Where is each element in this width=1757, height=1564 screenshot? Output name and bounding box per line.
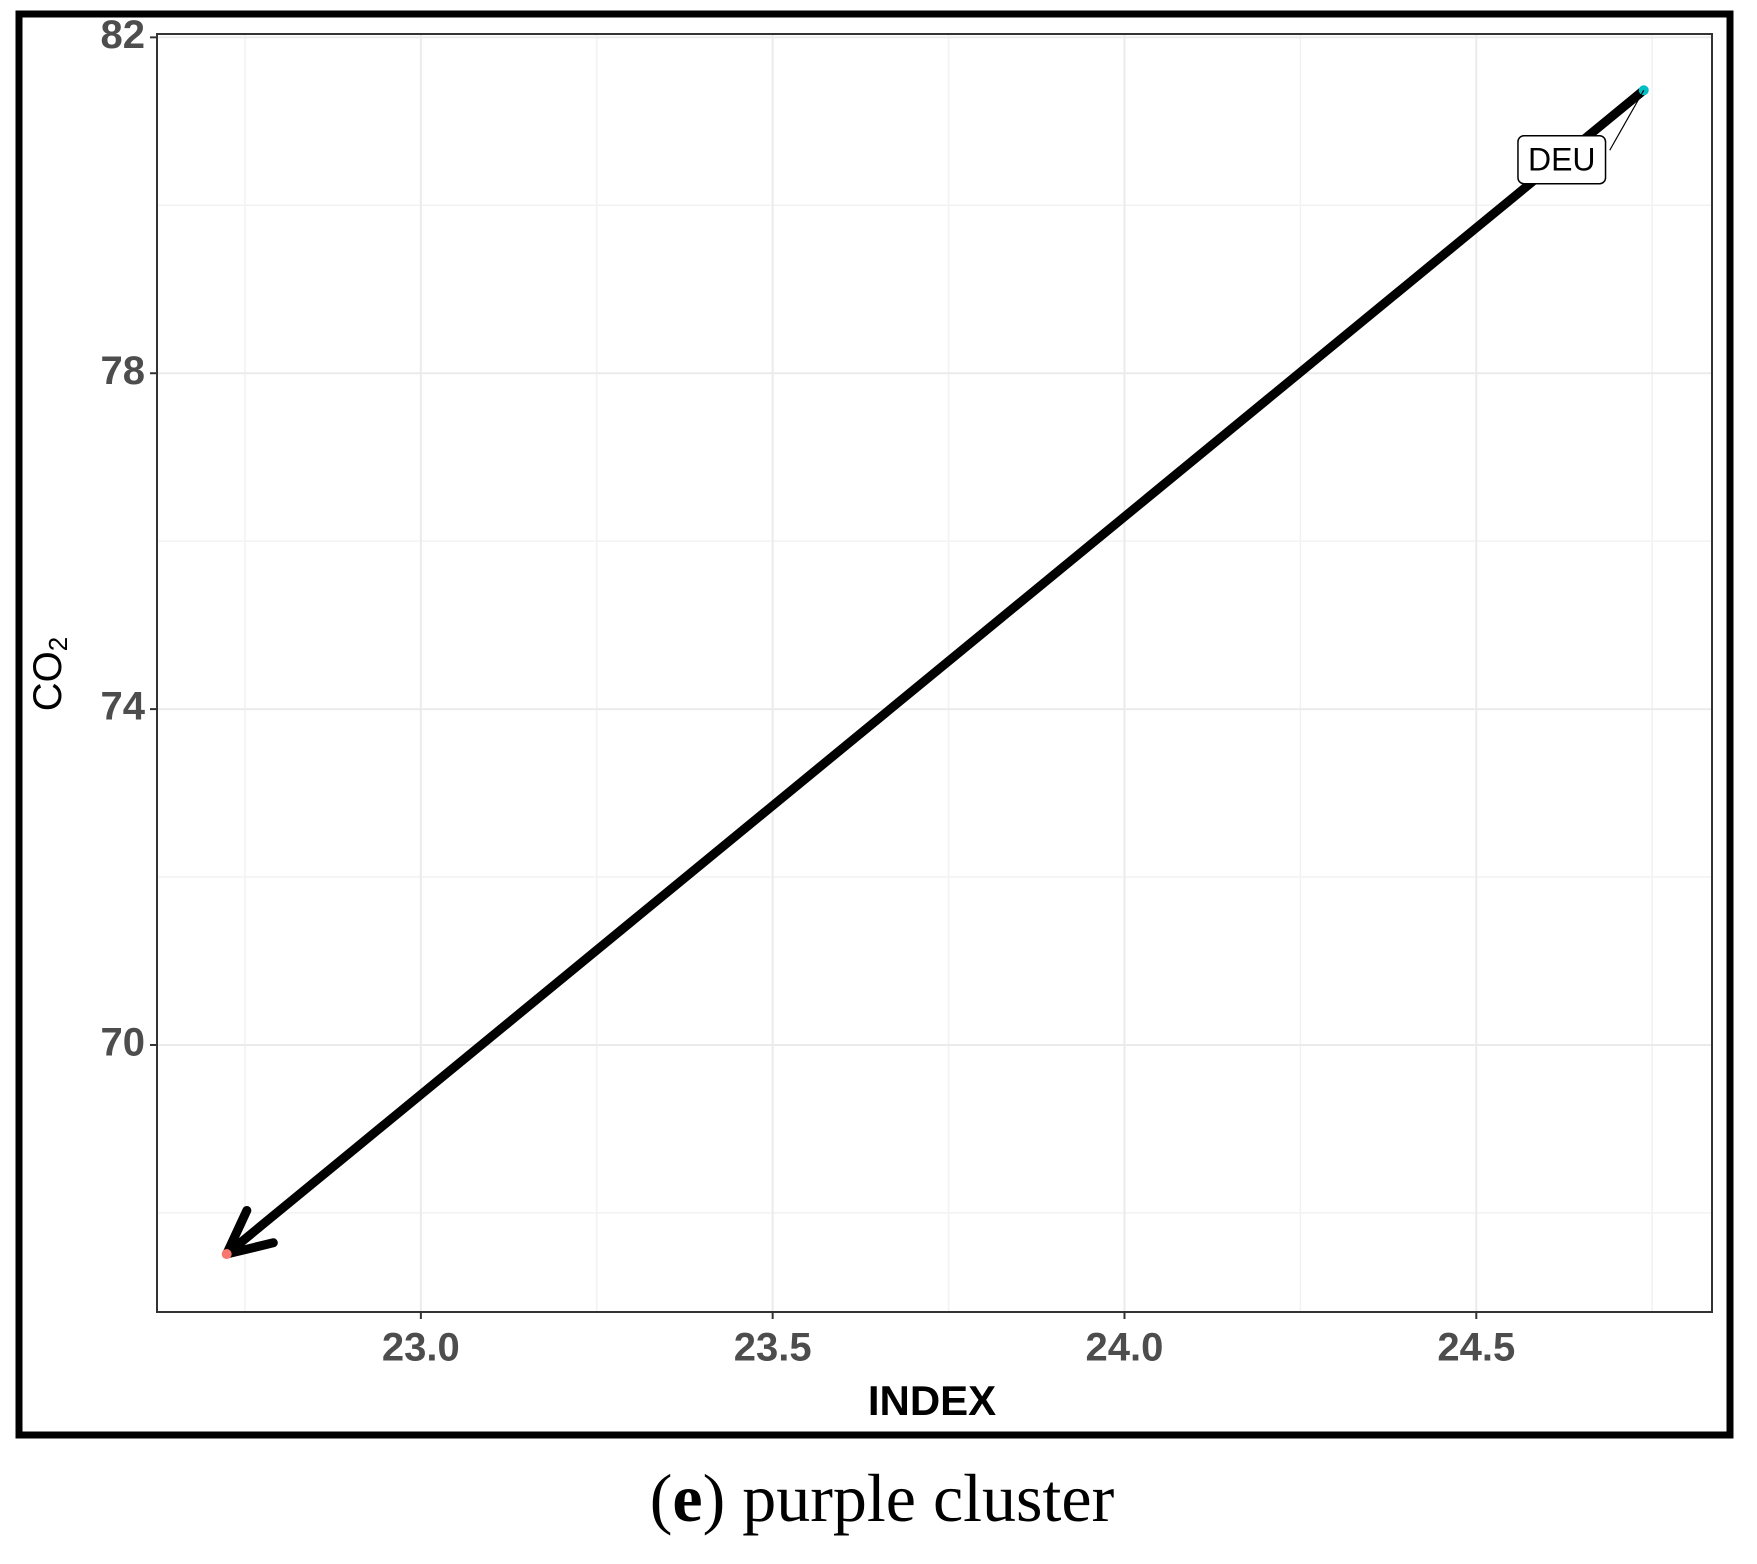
y-axis-title-main: CO: [26, 651, 70, 711]
caption-open: (: [650, 1460, 673, 1536]
arrow-line: [222, 85, 1649, 1259]
y-tick-label: 70: [101, 1021, 146, 1065]
figure-frame: [15, 10, 1734, 1439]
x-axis-title: INDEX: [868, 1377, 996, 1424]
caption-text: ) purple cluster: [703, 1460, 1115, 1536]
caption: (e) purple cluster: [650, 1460, 1115, 1536]
data-label: DEU: [1517, 134, 1607, 185]
label-leader: [1609, 89, 1645, 151]
plot-border: [156, 33, 1713, 1313]
x-tick-label: 24.0: [1086, 1326, 1164, 1370]
x-tick-label: 23.5: [734, 1326, 812, 1370]
point: [221, 1249, 232, 1260]
data-label-box: [1517, 134, 1607, 185]
x-tick-label: 24.5: [1437, 1326, 1515, 1370]
y-axis-title-sub: 2: [43, 637, 73, 651]
y-tick-label: 74: [101, 685, 146, 729]
y-axis-title: CO2: [26, 637, 73, 711]
data-label-text: DEU: [1528, 142, 1596, 178]
y-tick-label: 78: [101, 349, 146, 393]
x-tick-label: 23.0: [382, 1326, 460, 1370]
caption-letter: e: [672, 1460, 702, 1536]
y-tick-label: 82: [101, 13, 146, 57]
